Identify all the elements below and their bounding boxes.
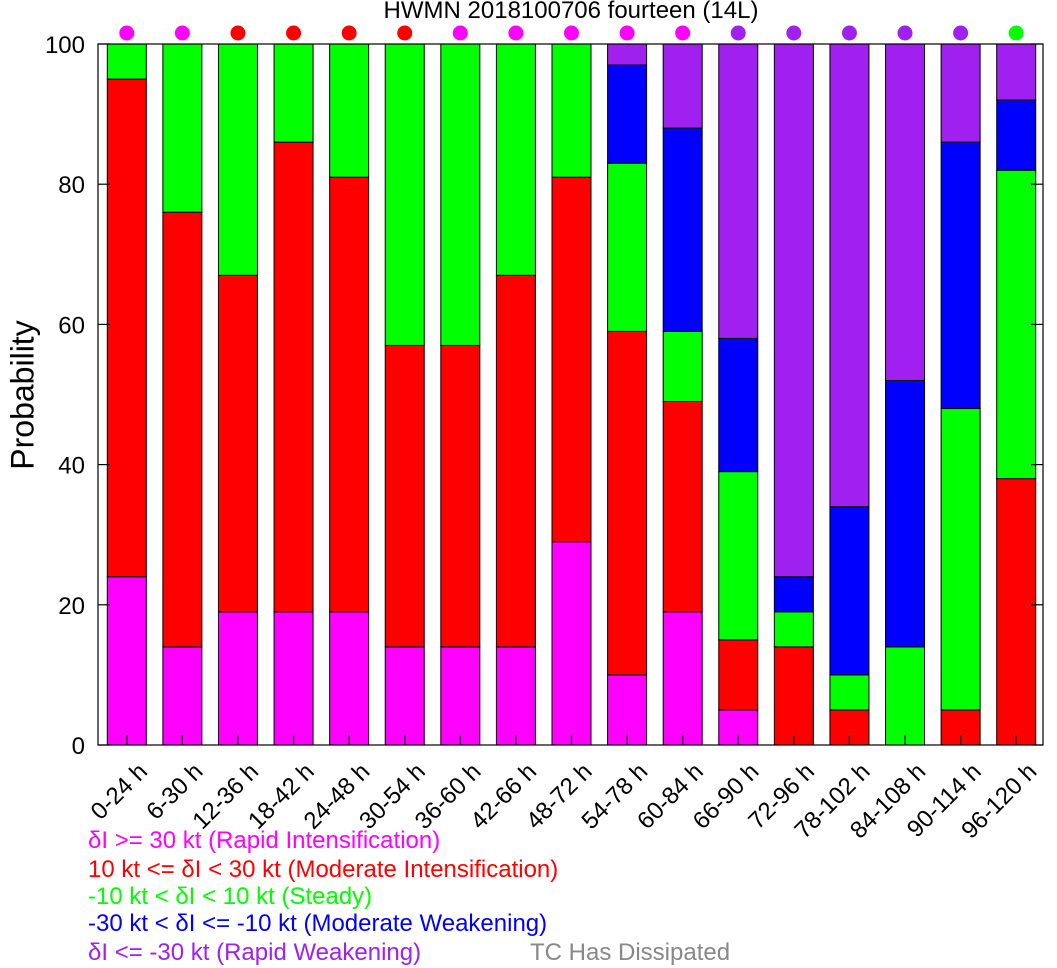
category-dot-6: [397, 25, 413, 41]
category-dot-12: [730, 25, 746, 41]
bar-segment-1-1: [106, 576, 147, 746]
category-dot-5: [341, 25, 357, 41]
legend-dissipated: TC Has Dissipated: [530, 939, 730, 966]
bar-segment-2-2: [162, 211, 203, 648]
bar-segment-5-14: [829, 43, 870, 508]
bar-segment-1-11: [662, 611, 703, 746]
category-dot-10: [619, 25, 635, 41]
bar-segment-3-14: [829, 674, 870, 711]
y-tick-label: 20: [58, 593, 85, 620]
bar-segment-4-12: [718, 337, 759, 473]
bar-segment-3-2: [162, 43, 203, 213]
bar-segment-4-14: [829, 506, 870, 676]
legend-entry-5: δI <= -30 kt (Rapid Weakening): [88, 939, 421, 966]
bar-segment-2-10: [607, 330, 648, 676]
legend: δI >= 30 kt (Rapid Intensification)10 kt…: [88, 827, 730, 966]
bar-segment-1-6: [384, 646, 425, 746]
bar-segment-4-13: [773, 576, 814, 613]
bar-segment-5-16: [940, 43, 981, 143]
bar-segment-2-17: [996, 478, 1037, 746]
bar-segment-2-9: [551, 176, 592, 543]
category-dot-17: [1008, 25, 1024, 41]
legend-entry-4: -30 kt < δI <= -10 kt (Moderate Weakenin…: [88, 910, 547, 937]
bar-segment-1-3: [217, 611, 258, 746]
bar-segment-2-4: [273, 141, 314, 613]
category-dot-7: [452, 25, 468, 41]
bar-segment-3-4: [273, 43, 314, 143]
y-tick-label: 60: [58, 312, 85, 339]
bar-segment-3-7: [440, 43, 481, 346]
bar-segment-2-12: [718, 639, 759, 711]
y-tick-label: 80: [58, 172, 85, 199]
bar-segment-5-12: [718, 43, 759, 339]
y-axis-label: Probability: [4, 320, 40, 469]
category-dot-4: [286, 25, 302, 41]
bar-segment-4-10: [607, 64, 648, 164]
bar-segment-3-13: [773, 611, 814, 648]
bar-segment-1-7: [440, 646, 481, 746]
category-dot-2: [174, 25, 190, 41]
legend-entry-3: -10 kt < δI < 10 kt (Steady): [88, 883, 372, 910]
bar-segment-3-12: [718, 471, 759, 641]
category-dot-16: [953, 25, 969, 41]
bar-segment-1-5: [329, 611, 370, 746]
category-dot-13: [786, 25, 802, 41]
bar-segment-3-16: [940, 408, 981, 711]
bar-segment-3-17: [996, 169, 1037, 480]
bar-segment-1-10: [607, 674, 648, 746]
category-dot-14: [841, 25, 857, 41]
bar-segment-3-11: [662, 330, 703, 403]
bar-segment-2-1: [106, 78, 147, 578]
bar-segment-2-5: [329, 176, 370, 613]
bar-segment-2-8: [495, 274, 536, 648]
x-tick-label: 0-24 h: [86, 758, 153, 825]
y-tick-label: 100: [45, 32, 85, 59]
bar-segment-4-17: [996, 99, 1037, 171]
legend-entry-1: δI >= 30 kt (Rapid Intensification): [88, 827, 440, 854]
category-dot-3: [230, 25, 246, 41]
bar-segment-5-17: [996, 43, 1037, 101]
category-dot-9: [564, 25, 579, 41]
bar-segment-1-2: [162, 646, 203, 746]
bar-segment-5-13: [773, 43, 814, 578]
bar-segment-1-9: [551, 541, 592, 746]
category-dot-8: [508, 25, 524, 41]
bar-segment-5-10: [607, 43, 648, 66]
y-axis: 0 20 40 60 80 100: [45, 32, 1043, 760]
bar-segment-5-11: [662, 43, 703, 129]
category-dot-group: [119, 25, 1024, 41]
bar-segment-1-8: [495, 646, 536, 746]
bar-segment-2-13: [773, 646, 814, 746]
bar-segment-3-10: [607, 162, 648, 332]
bar-segment-3-5: [329, 43, 370, 178]
category-dot-1: [119, 25, 135, 41]
plot-frame: [97, 43, 1044, 746]
bar-segment-2-3: [217, 274, 258, 613]
bar-group: [106, 43, 1037, 746]
bar-segment-3-3: [217, 43, 258, 276]
bar-segment-1-4: [273, 611, 314, 746]
bar-segment-2-6: [384, 344, 425, 648]
y-tick-label: 0: [72, 733, 85, 760]
bar-segment-4-15: [885, 379, 926, 648]
bar-segment-2-7: [440, 344, 481, 648]
bar-segment-3-15: [885, 646, 926, 746]
bar-segment-2-11: [662, 401, 703, 613]
category-dot-11: [675, 25, 691, 41]
chart-title: HWMN 2018100706 fourteen (14L): [384, 0, 759, 24]
bar-segment-3-9: [551, 43, 592, 178]
legend-entry-2: 10 kt <= δI < 30 kt (Moderate Intensific…: [88, 856, 558, 883]
bar-segment-3-1: [106, 43, 147, 80]
category-dot-15: [897, 25, 913, 41]
bar-segment-4-11: [662, 127, 703, 332]
y-tick-label: 40: [58, 453, 85, 480]
bar-segment-5-15: [885, 43, 926, 381]
bar-segment-4-16: [940, 141, 981, 410]
bar-segment-3-6: [384, 43, 425, 346]
bar-segment-3-8: [495, 43, 536, 276]
